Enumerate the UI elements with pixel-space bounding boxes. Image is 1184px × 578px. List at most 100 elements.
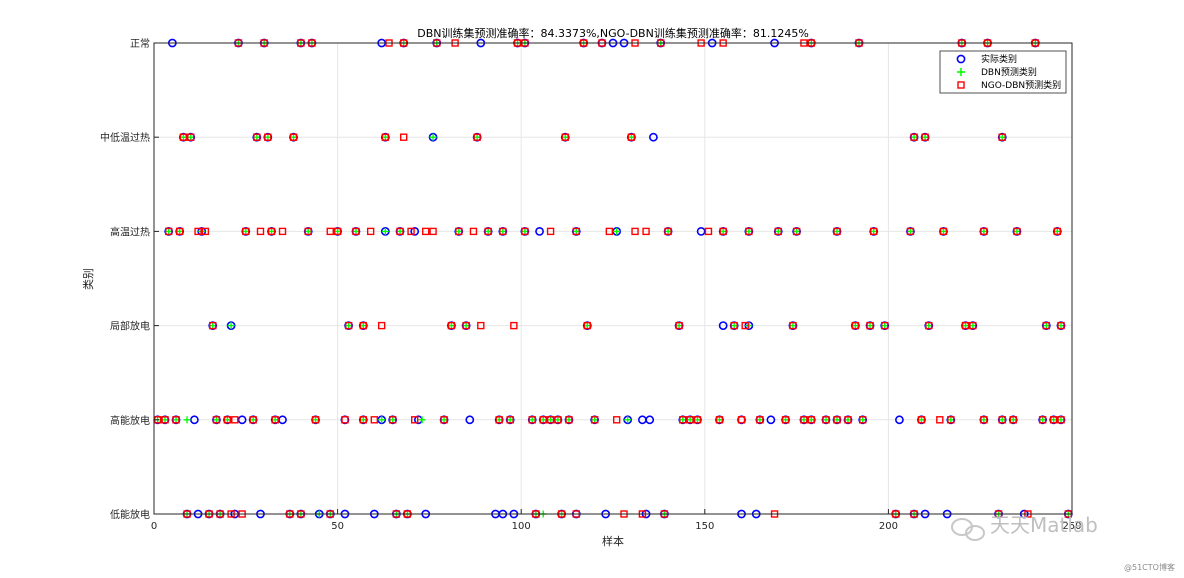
- point-ngo-dbn: [675, 321, 683, 330]
- x-tick-label: 150: [695, 521, 714, 532]
- point-ngo-dbn: [565, 416, 573, 424]
- legend-label-actual: 实际类别: [981, 53, 1017, 65]
- point-ngo-dbn: [440, 416, 448, 424]
- point-ngo-dbn: [539, 416, 547, 424]
- point-ngo-dbn: [506, 416, 514, 424]
- y-tick-label: 中低温过热: [100, 131, 150, 144]
- watermark-brand: 天天Matlab: [990, 513, 1098, 537]
- point-ngo-dbn: [429, 227, 437, 236]
- point-ngo-dbn: [858, 416, 867, 424]
- point-ngo-dbn: [554, 416, 562, 424]
- point-ngo-dbn: [679, 416, 687, 424]
- point-actual: [718, 321, 728, 330]
- point-dbn: [624, 416, 632, 424]
- point-ngo-dbn: [917, 416, 926, 424]
- point-dbn: [378, 416, 386, 424]
- point-ngo-dbn: [833, 416, 841, 424]
- point-ngo-dbn: [664, 227, 672, 236]
- point-ngo-dbn: [961, 321, 970, 330]
- x-tick-label: 250: [1062, 521, 1081, 532]
- point-ngo-dbn: [719, 227, 727, 236]
- point-ngo-dbn: [484, 227, 492, 236]
- point-ngo-dbn: [179, 133, 188, 141]
- point-ngo-dbn: [980, 227, 988, 236]
- point-ngo-dbn: [359, 321, 368, 330]
- point-actual: [766, 415, 776, 425]
- point-ngo-dbn: [605, 227, 614, 236]
- x-tick-label: 0: [151, 521, 157, 532]
- point-dbn: [613, 227, 621, 235]
- point-ngo-dbn: [411, 416, 419, 424]
- x-axis: 0 50 100 150 200 250: [151, 509, 1082, 532]
- plot-frame: [153, 42, 1073, 515]
- point-ngo-dbn: [741, 321, 749, 330]
- point-ngo-dbn: [271, 416, 279, 424]
- point-dbn: [183, 416, 191, 424]
- y-tick-label: 局部放电: [110, 320, 150, 333]
- point-ngo-dbn: [631, 227, 639, 236]
- y-tick-label: 高能放电: [110, 414, 150, 427]
- point-ngo-dbn: [774, 227, 782, 236]
- point-ngo-dbn: [164, 227, 173, 236]
- point-ngo-dbn: [866, 321, 874, 330]
- point-ngo-dbn: [212, 416, 221, 424]
- point-actual: [428, 132, 438, 142]
- point-ngo-dbn: [344, 321, 353, 330]
- point-ngo-dbn: [161, 416, 169, 424]
- point-dbn: [227, 322, 235, 330]
- point-ngo-dbn: [789, 321, 797, 330]
- point-ngo-dbn: [359, 416, 368, 424]
- chart-title: DBN训练集预测准确率：84.3373%,NGO-DBN训练集预测准确率：81.…: [417, 26, 809, 40]
- point-ngo-dbn: [1053, 227, 1062, 236]
- point-actual: [696, 226, 706, 236]
- point-ngo-dbn: [366, 227, 375, 236]
- point-ngo-dbn: [844, 416, 852, 424]
- point-ngo-dbn: [381, 133, 390, 141]
- point-ngo-dbn: [510, 321, 518, 330]
- point-dbn: [381, 227, 389, 235]
- point-actual: [377, 415, 387, 425]
- x-tick-label: 100: [512, 521, 531, 532]
- point-ngo-dbn: [1038, 416, 1047, 424]
- point-ngo-dbn: [627, 133, 636, 141]
- point-ngo-dbn: [521, 227, 529, 236]
- watermark: 天天Matlab @51CTO博客: [951, 513, 1175, 572]
- point-ngo-dbn: [910, 133, 918, 141]
- point-ngo-dbn: [201, 227, 210, 236]
- point-ngo-dbn: [686, 416, 694, 424]
- point-ngo-dbn: [781, 416, 790, 424]
- point-ngo-dbn: [998, 133, 1006, 141]
- point-ngo-dbn: [792, 227, 801, 236]
- point-ngo-dbn: [253, 133, 261, 141]
- point-actual: [189, 415, 199, 425]
- y-axis-label: 类别: [81, 268, 95, 290]
- point-ngo-dbn: [278, 227, 287, 236]
- point-ngo-dbn: [980, 416, 988, 424]
- point-ngo-dbn: [1057, 321, 1065, 330]
- point-ngo-dbn: [936, 416, 944, 424]
- point-ngo-dbn: [925, 321, 933, 330]
- point-actual: [278, 415, 287, 425]
- legend-marker-dbn: [957, 68, 965, 76]
- wechat-logo-icon: [951, 518, 985, 541]
- point-ngo-dbn: [495, 416, 503, 424]
- point-ngo-dbn: [326, 227, 334, 236]
- point-ngo-dbn: [209, 321, 217, 330]
- y-tick-label: 正常: [130, 37, 150, 50]
- point-ngo-dbn: [289, 133, 298, 141]
- point-ngo-dbn: [561, 133, 569, 141]
- point-ngo-dbn: [194, 227, 202, 236]
- point-ngo-dbn: [583, 321, 591, 330]
- point-ngo-dbn: [341, 416, 349, 424]
- point-actual: [535, 226, 544, 236]
- point-ngo-dbn: [304, 227, 312, 236]
- legend-marker-actual: [956, 54, 966, 64]
- point-ngo-dbn: [881, 321, 889, 330]
- point-ngo-dbn: [745, 227, 753, 236]
- point-ngo-dbn: [333, 227, 342, 236]
- point-ngo-dbn: [704, 227, 713, 236]
- watermark-source: @51CTO博客: [1124, 562, 1175, 572]
- point-ngo-dbn: [998, 416, 1006, 424]
- point-ngo-dbn: [399, 133, 408, 141]
- point-ngo-dbn: [939, 227, 948, 236]
